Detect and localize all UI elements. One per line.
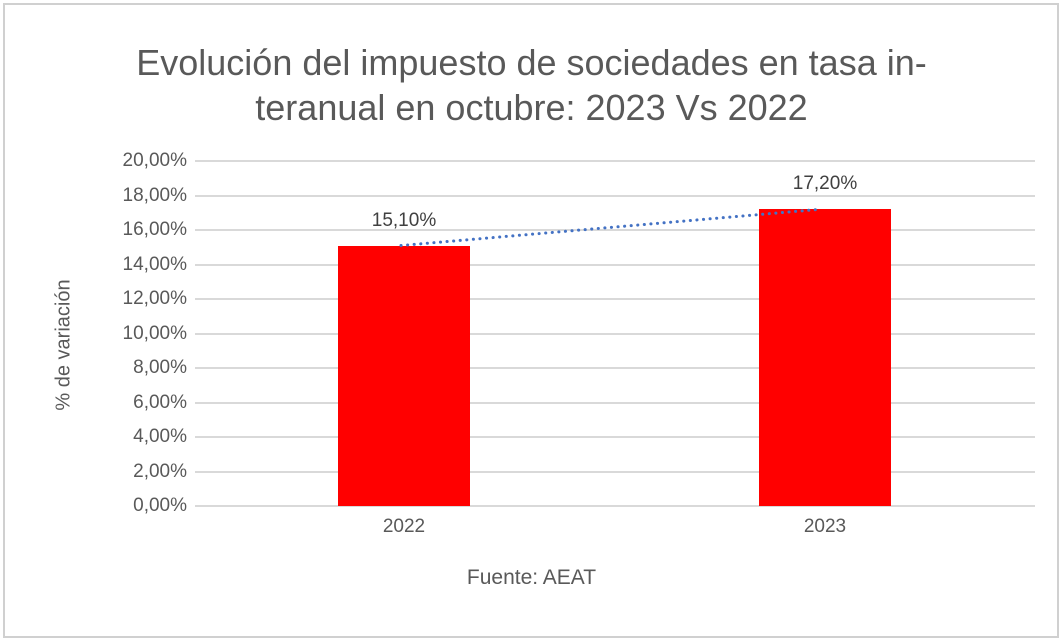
x-axis-title-source: Fuente: AEAT — [466, 566, 597, 589]
data-label: 17,20% — [792, 173, 858, 195]
y-tick-label: 4,00% — [133, 426, 187, 447]
gridline — [195, 194, 1035, 197]
gridline — [195, 367, 1035, 369]
gridline — [195, 505, 1035, 507]
chart-title-line-1: Evolución del impuesto de sociedades en … — [136, 42, 927, 83]
y-tick-label: 10,00% — [122, 322, 187, 344]
x-tick-label: 2022 — [382, 516, 426, 537]
y-tick-label: 12,00% — [122, 288, 187, 309]
gridline — [195, 160, 1035, 162]
bar-2022 — [338, 245, 470, 506]
chart-title-line-2: teranual en octubre: 2023 Vs 2022 — [255, 87, 808, 128]
y-tick-label: 18,00% — [122, 184, 187, 206]
y-tick-label: 20,00% — [122, 150, 187, 171]
gridline — [195, 298, 1035, 300]
y-tick-label: 14,00% — [122, 253, 187, 275]
y-tick-label: 6,00% — [133, 391, 187, 413]
chart-title: Evolución del impuesto de sociedades en … — [0, 40, 1063, 130]
gridline — [195, 263, 1035, 266]
gridline — [195, 470, 1035, 473]
y-tick-label: 2,00% — [133, 460, 187, 482]
gridline — [195, 229, 1035, 231]
y-tick-label: 0,00% — [133, 495, 187, 516]
x-tick-label: 2023 — [803, 516, 847, 537]
bar-2023 — [759, 209, 891, 506]
gridline — [195, 401, 1035, 404]
y-tick-label: 8,00% — [133, 357, 187, 378]
gridline — [195, 436, 1035, 438]
y-tick-label: 16,00% — [122, 219, 187, 240]
gridline — [195, 332, 1035, 335]
data-label: 15,10% — [371, 209, 437, 231]
